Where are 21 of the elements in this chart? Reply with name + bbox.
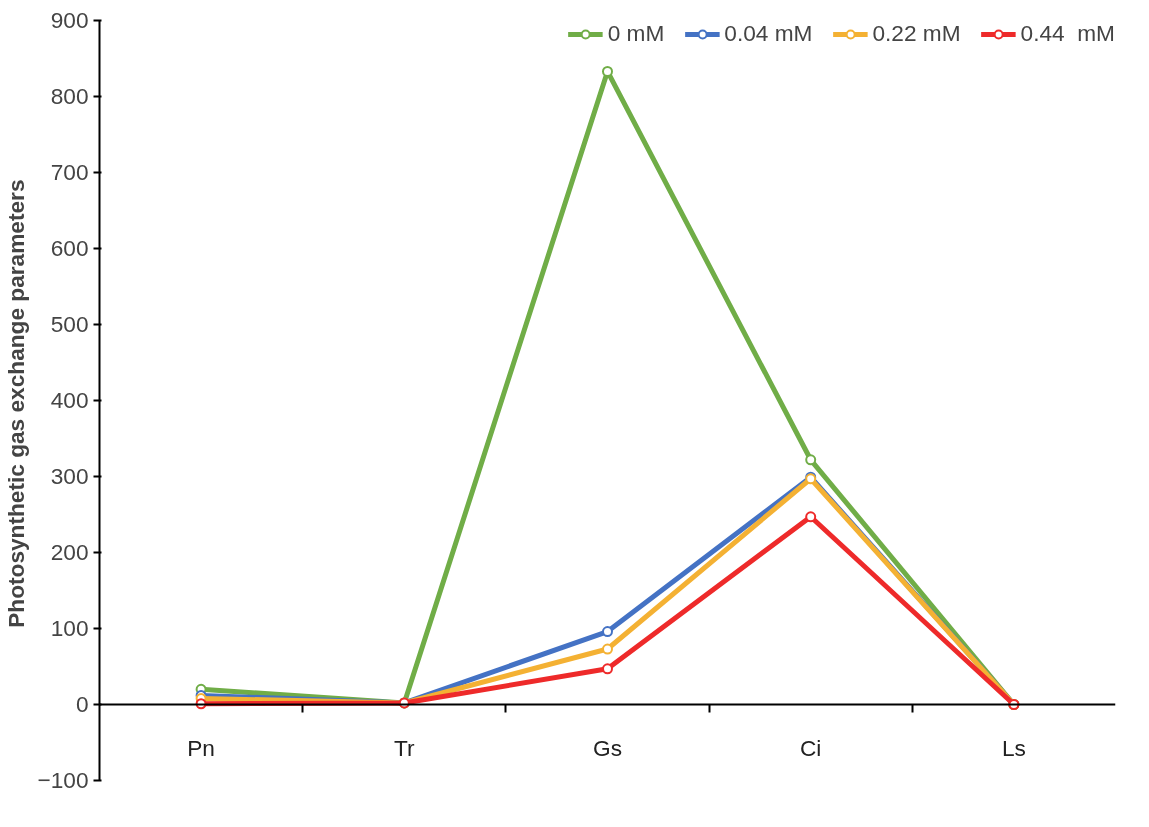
y-tick-label: 500 [50,311,89,337]
x-tick-label: Gs [593,734,622,761]
y-tick-label: 600 [50,235,89,261]
legend-label: 0.44 mM [1020,20,1115,47]
y-tick-label: 200 [50,539,89,565]
y-tick-label: −100 [37,767,89,793]
x-tick-label: Ci [800,734,822,761]
y-tick-label: 300 [50,463,89,489]
y-tick-label: 800 [50,83,89,109]
x-tick-label: Pn [187,734,215,761]
legend-label: 0 mM [607,20,665,47]
y-tick-label: 400 [50,387,89,413]
y-tick-label: 0 [75,691,89,717]
y-axis-title: Photosynthetic gas exchange parameters [3,179,30,628]
x-tick-label: Tr [394,734,416,761]
legend-label: 0.04 mM [724,20,813,47]
legend-label: 0.22 mM [872,20,961,47]
x-tick-label: Ls [1001,734,1026,761]
y-tick-label: 900 [50,7,89,33]
y-tick-label: 700 [50,159,89,185]
y-tick-label: 100 [50,615,89,641]
